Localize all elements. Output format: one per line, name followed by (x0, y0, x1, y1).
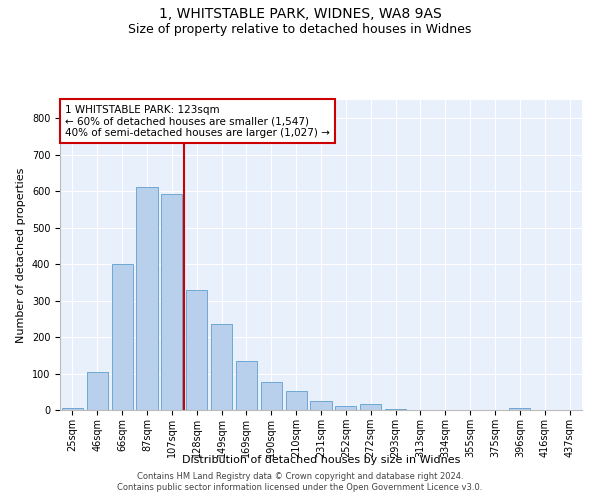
Bar (335, 406, 356, 410)
Bar (186, 290, 207, 410)
Text: Distribution of detached houses by size in Widnes: Distribution of detached houses by size … (182, 455, 460, 465)
Bar (509, 408, 530, 410)
Bar (310, 401, 332, 410)
Text: 1, WHITSTABLE PARK, WIDNES, WA8 9AS: 1, WHITSTABLE PARK, WIDNES, WA8 9AS (158, 8, 442, 22)
Bar (62, 408, 83, 410)
Bar (136, 187, 158, 410)
Bar (161, 194, 182, 410)
Bar (261, 382, 282, 410)
Text: 1 WHITSTABLE PARK: 123sqm
← 60% of detached houses are smaller (1,547)
40% of se: 1 WHITSTABLE PARK: 123sqm ← 60% of detac… (65, 104, 330, 138)
Bar (211, 324, 232, 410)
Text: Contains HM Land Registry data © Crown copyright and database right 2024.: Contains HM Land Registry data © Crown c… (137, 472, 463, 481)
Y-axis label: Number of detached properties: Number of detached properties (16, 168, 26, 342)
Bar (112, 264, 133, 410)
Bar (286, 390, 307, 410)
Text: Contains public sector information licensed under the Open Government Licence v3: Contains public sector information licen… (118, 483, 482, 492)
Bar (236, 361, 257, 410)
Bar (87, 372, 108, 410)
Text: Size of property relative to detached houses in Widnes: Size of property relative to detached ho… (128, 22, 472, 36)
Bar (360, 404, 381, 410)
